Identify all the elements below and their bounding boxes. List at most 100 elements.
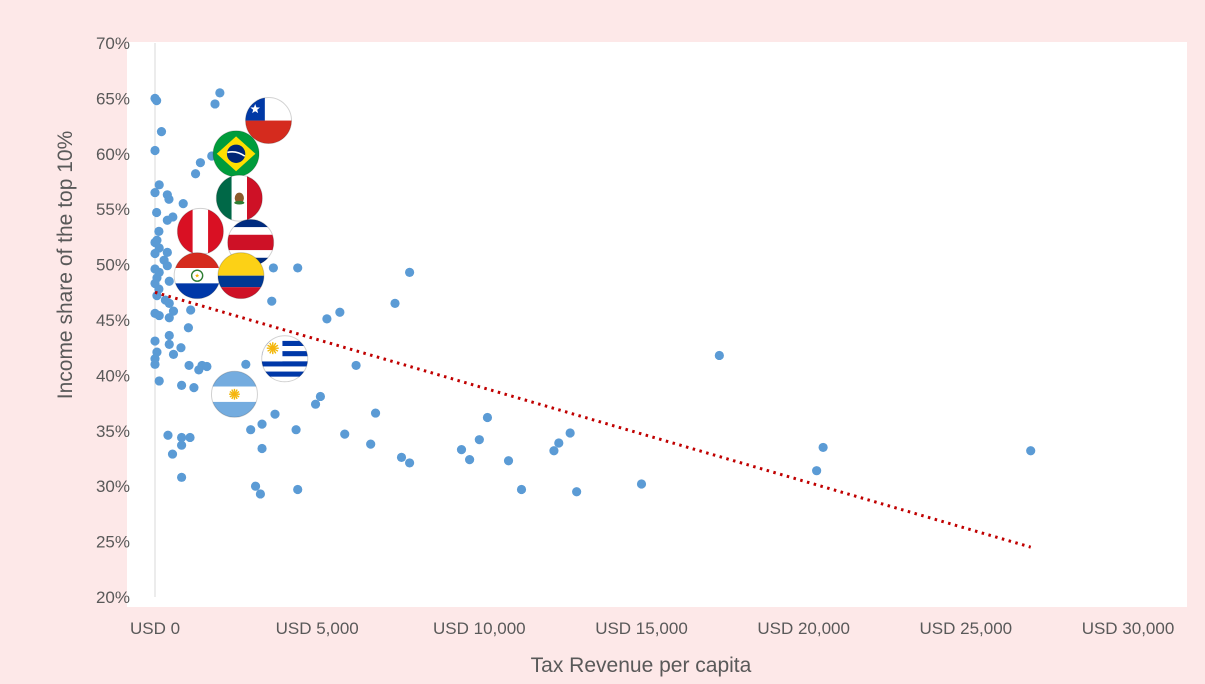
- data-point: [554, 438, 564, 448]
- data-point: [565, 428, 575, 438]
- brazil-flag-icon: [212, 130, 260, 178]
- data-point: [167, 449, 178, 459]
- data-point: [503, 456, 514, 466]
- uruguay-flag-icon: [261, 335, 309, 383]
- data-point: [150, 145, 160, 156]
- data-point: [162, 215, 172, 225]
- data-point: [370, 408, 381, 418]
- mexico-flag-icon: [215, 174, 263, 222]
- data-point: [168, 349, 179, 359]
- x-tick-label: USD 15,000: [595, 619, 688, 638]
- y-tick-label: 45%: [96, 311, 130, 330]
- data-point: [1026, 446, 1036, 456]
- data-point: [202, 361, 212, 372]
- y-tick-label: 40%: [96, 366, 130, 385]
- data-point: [164, 313, 174, 323]
- data-point: [176, 343, 186, 353]
- data-point: [164, 330, 174, 341]
- data-point: [366, 439, 376, 449]
- data-point: [150, 359, 160, 369]
- data-point: [190, 169, 201, 179]
- data-point: [152, 291, 162, 301]
- data-point: [162, 247, 172, 258]
- data-point: [268, 263, 278, 273]
- data-points: [150, 88, 1036, 499]
- data-point: [812, 466, 822, 476]
- x-tick-label: USD 30,000: [1082, 619, 1175, 638]
- data-point: [315, 391, 326, 402]
- x-axis-ticks: USD 0 USD 5,000 USD 10,000 USD 15,000 USD 20…: [130, 619, 1174, 638]
- x-tick-label: USD 10,000: [433, 619, 526, 638]
- x-tick-label: USD 5,000: [276, 619, 359, 638]
- data-point: [185, 432, 195, 443]
- data-point: [714, 350, 724, 361]
- y-tick-label: 65%: [96, 89, 130, 108]
- peru-flag-icon: [176, 207, 224, 255]
- data-point: [482, 412, 493, 423]
- data-point: [474, 435, 484, 445]
- data-point: [456, 445, 467, 455]
- data-point: [164, 194, 174, 204]
- data-point: [257, 419, 267, 429]
- data-point: [405, 267, 415, 277]
- data-point: [178, 199, 188, 209]
- data-point: [270, 409, 280, 419]
- data-point: [154, 310, 164, 321]
- y-tick-label: 50%: [96, 256, 130, 275]
- data-point: [335, 307, 345, 317]
- data-point: [255, 489, 266, 499]
- data-point: [150, 336, 160, 346]
- data-point: [818, 442, 828, 453]
- data-point: [257, 443, 267, 454]
- plot-area: [127, 42, 1187, 607]
- chile-flag-icon: [245, 97, 293, 145]
- y-tick-label: 20%: [96, 588, 130, 607]
- data-point: [340, 429, 350, 439]
- colombia-flag-icon: [217, 252, 265, 300]
- data-point: [162, 261, 172, 271]
- data-point: [405, 458, 415, 468]
- y-axis-ticks: 20% 25% 30% 35% 40% 45% 50% 55% 60% 65% 70%: [96, 34, 130, 607]
- y-tick-label: 35%: [96, 422, 130, 441]
- data-point: [156, 127, 167, 137]
- x-tick-label: USD 20,000: [757, 619, 850, 638]
- data-point: [293, 484, 303, 495]
- x-axis-title: Tax Revenue per capita: [531, 654, 752, 677]
- y-axis-title: Income share of the top 10%: [54, 131, 77, 400]
- data-point: [241, 359, 251, 369]
- data-point: [154, 376, 164, 386]
- data-point: [154, 180, 164, 190]
- data-point: [152, 96, 162, 106]
- y-tick-label: 55%: [96, 200, 130, 219]
- data-point: [465, 455, 475, 465]
- data-point: [250, 481, 261, 491]
- data-point: [150, 187, 160, 198]
- data-point: [152, 207, 162, 218]
- data-point: [310, 399, 321, 409]
- data-point: [267, 296, 277, 306]
- data-point: [154, 226, 164, 236]
- trendline: [154, 290, 1032, 549]
- data-point: [291, 425, 301, 435]
- data-point: [176, 472, 187, 482]
- data-point: [176, 440, 187, 450]
- data-point: [184, 360, 194, 371]
- data-point: [183, 323, 194, 333]
- data-point: [322, 314, 332, 324]
- data-point: [516, 484, 527, 495]
- data-point: [164, 339, 174, 349]
- data-point: [390, 298, 400, 308]
- x-tick-label: USD 0: [130, 619, 180, 638]
- data-point: [176, 432, 187, 443]
- data-point: [186, 305, 196, 315]
- data-point: [210, 99, 220, 109]
- x-tick-label: USD 25,000: [920, 619, 1013, 638]
- data-point: [164, 276, 174, 286]
- data-point: [549, 446, 559, 456]
- data-point: [572, 487, 582, 497]
- data-point: [215, 88, 225, 98]
- data-point: [396, 452, 407, 462]
- data-point: [168, 306, 179, 316]
- data-point: [246, 425, 256, 435]
